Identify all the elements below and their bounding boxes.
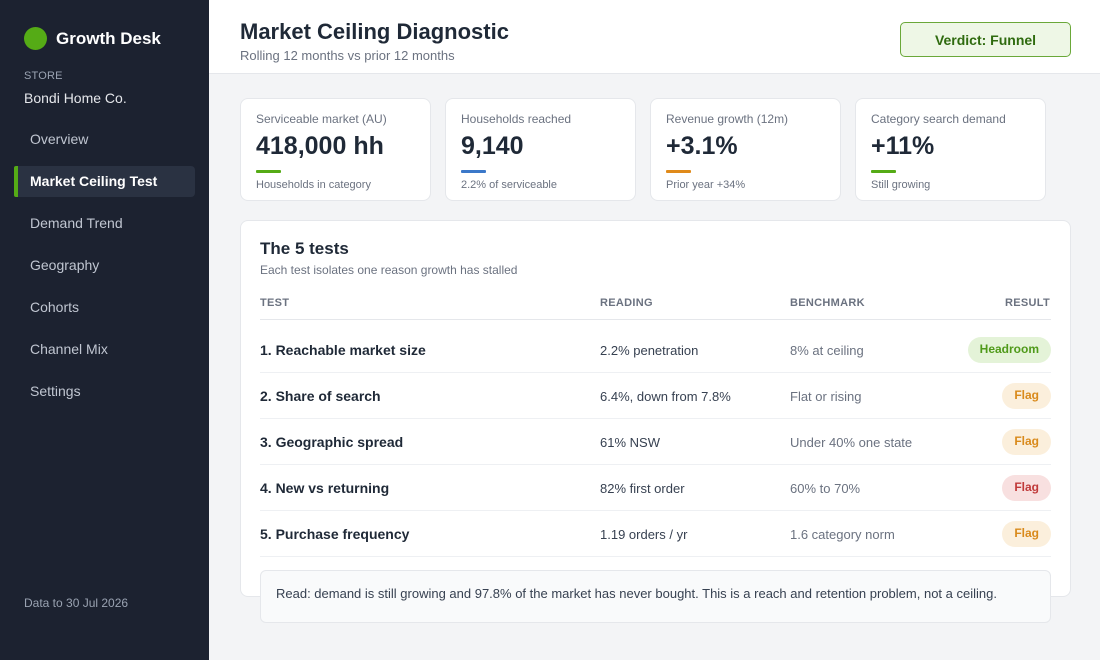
result-badge: Headroom xyxy=(967,337,1051,363)
kpi-subtext: Households in category xyxy=(256,179,371,191)
sidebar-item-demand-trend[interactable]: Demand Trend xyxy=(30,215,123,231)
test-reading: 82% first order xyxy=(600,481,685,496)
test-name: 1. Reachable market size xyxy=(260,342,426,358)
kpi-accent-bar xyxy=(871,170,896,173)
kpi-accent-bar xyxy=(666,170,691,173)
kpi-subtext: Prior year +34% xyxy=(666,179,746,191)
test-name: 3. Geographic spread xyxy=(260,434,404,450)
table-row[interactable]: 3. Geographic spread 61% NSW Under 40% o… xyxy=(260,419,1051,465)
result-badge: Flag xyxy=(1002,429,1051,455)
kpi-card-revenue-growth: Revenue growth (12m) +3.1% Prior year +3… xyxy=(650,98,841,201)
table-row[interactable]: 1. Reachable market size 2.2% penetratio… xyxy=(260,327,1051,373)
verdict-badge: Verdict: Funnel xyxy=(900,22,1071,57)
kpi-card-serviceable-market: Serviceable market (AU) 418,000 hh House… xyxy=(240,98,431,201)
page-title: Market Ceiling Diagnostic xyxy=(240,19,509,44)
kpi-label: Serviceable market (AU) xyxy=(256,112,387,126)
kpi-subtext: 2.2% of serviceable xyxy=(461,179,557,191)
sidebar-item-market-ceiling-test[interactable]: Market Ceiling Test xyxy=(14,166,195,197)
kpi-label: Households reached xyxy=(461,112,572,126)
sidebar-item-cohorts[interactable]: Cohorts xyxy=(30,299,80,315)
table-row[interactable]: 5. Purchase frequency 1.19 orders / yr 1… xyxy=(260,511,1051,557)
table-row[interactable]: 2. Share of search 6.4%, down from 7.8% … xyxy=(260,373,1051,419)
panel-title: The 5 tests xyxy=(260,239,349,258)
result-badge: Flag xyxy=(1002,383,1051,409)
read-summary: Read: demand is still growing and 97.8% … xyxy=(260,570,1051,623)
sidebar: Growth Desk STORE Bondi Home Co. Overvie… xyxy=(0,0,209,660)
page-subtitle: Rolling 12 months vs prior 12 months xyxy=(240,48,455,63)
sidebar-item-geography[interactable]: Geography xyxy=(30,257,100,273)
data-freshness-note: Data to 30 Jul 2026 xyxy=(24,596,129,610)
test-name: 5. Purchase frequency xyxy=(260,526,410,542)
brand[interactable]: Growth Desk xyxy=(24,27,161,50)
kpi-accent-bar xyxy=(461,170,486,173)
table-header-divider xyxy=(260,319,1051,320)
test-name: 4. New vs returning xyxy=(260,480,390,496)
store-name[interactable]: Bondi Home Co. xyxy=(24,90,127,106)
test-benchmark: 60% to 70% xyxy=(790,481,861,496)
kpi-accent-bar xyxy=(256,170,281,173)
test-benchmark: Under 40% one state xyxy=(790,435,913,450)
column-header-test[interactable]: TEST xyxy=(260,297,290,309)
table-row[interactable]: 4. New vs returning 82% first order 60% … xyxy=(260,465,1051,511)
kpi-label: Category search demand xyxy=(871,112,1006,126)
store-label: STORE xyxy=(24,70,63,82)
kpi-value: 9,140 xyxy=(461,132,524,160)
sidebar-nav: Overview Market Ceiling Test Demand Tren… xyxy=(14,124,195,418)
test-reading: 2.2% penetration xyxy=(600,343,699,358)
test-reading: 61% NSW xyxy=(600,435,660,450)
kpi-value: 418,000 hh xyxy=(256,132,384,160)
sidebar-item-channel-mix[interactable]: Channel Mix xyxy=(30,341,108,357)
column-header-result[interactable]: RESULT xyxy=(1005,297,1050,309)
panel-subtitle: Each test isolates one reason growth has… xyxy=(260,263,518,277)
column-header-reading[interactable]: READING xyxy=(600,297,653,309)
test-reading: 1.19 orders / yr xyxy=(600,527,688,542)
kpi-card-category-search-demand: Category search demand +11% Still growin… xyxy=(855,98,1046,201)
kpi-card-households-reached: Households reached 9,140 2.2% of service… xyxy=(445,98,636,201)
brand-name: Growth Desk xyxy=(56,28,161,48)
test-benchmark: 8% at ceiling xyxy=(790,343,864,358)
kpi-value: +3.1% xyxy=(666,132,738,160)
kpi-value: +11% xyxy=(871,132,935,160)
sidebar-item-settings[interactable]: Settings xyxy=(30,383,81,399)
kpi-subtext: Still growing xyxy=(871,179,931,191)
tests-panel: The 5 tests Each test isolates one reaso… xyxy=(240,220,1071,597)
sidebar-item-overview[interactable]: Overview xyxy=(30,131,89,147)
kpi-label: Revenue growth (12m) xyxy=(666,112,789,126)
brand-logo-icon xyxy=(24,27,47,50)
test-name: 2. Share of search xyxy=(260,388,381,404)
result-badge: Flag xyxy=(1002,475,1051,501)
page-header: Market Ceiling Diagnostic Rolling 12 mon… xyxy=(209,0,1100,74)
test-benchmark: 1.6 category norm xyxy=(790,527,895,542)
column-header-benchmark[interactable]: BENCHMARK xyxy=(790,297,865,309)
test-reading: 6.4%, down from 7.8% xyxy=(600,389,731,404)
result-badge: Flag xyxy=(1002,521,1051,547)
test-benchmark: Flat or rising xyxy=(790,389,862,404)
